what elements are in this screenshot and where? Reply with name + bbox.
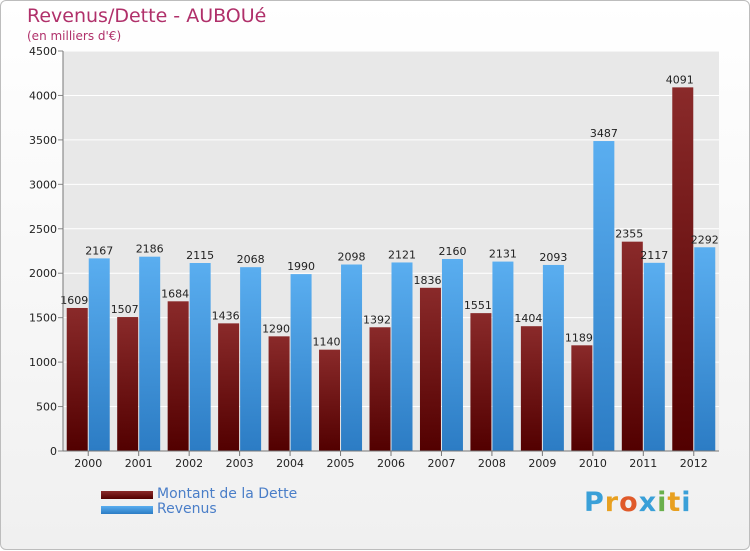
legend-swatch-revenus bbox=[101, 506, 153, 514]
data-label-debt: 1436 bbox=[212, 309, 240, 322]
bar-debt bbox=[419, 287, 441, 451]
chart-title: Revenus/Dette - AUBOUé bbox=[27, 5, 267, 27]
data-label-revenus: 2115 bbox=[186, 249, 214, 262]
data-label-revenus: 2068 bbox=[237, 253, 265, 266]
data-label-revenus: 2093 bbox=[539, 251, 567, 264]
x-tick-label: 2001 bbox=[125, 457, 153, 470]
bar-debt bbox=[520, 326, 542, 451]
bar-debt bbox=[117, 317, 139, 451]
logo-letter: i bbox=[681, 487, 692, 518]
bar-revenus bbox=[542, 264, 564, 451]
data-label-debt: 4091 bbox=[666, 73, 694, 86]
bar-revenus bbox=[391, 262, 413, 451]
bar-revenus bbox=[240, 267, 262, 451]
data-label-debt: 1609 bbox=[60, 294, 88, 307]
x-tick-label: 2005 bbox=[327, 457, 355, 470]
bar-revenus bbox=[88, 258, 110, 451]
logo-letter: t bbox=[667, 487, 682, 518]
logo-letter: o bbox=[619, 487, 639, 518]
y-tick-label: 1500 bbox=[29, 312, 57, 325]
bar-revenus bbox=[441, 259, 463, 451]
bar-debt bbox=[268, 336, 290, 451]
y-tick-label: 2000 bbox=[29, 267, 57, 280]
bar-debt bbox=[218, 323, 240, 451]
legend-label-debt: Montant de la Dette bbox=[157, 486, 298, 502]
data-label-revenus: 2121 bbox=[388, 248, 416, 261]
bar-debt bbox=[470, 313, 492, 451]
data-label-revenus: 2098 bbox=[338, 251, 366, 264]
axis-layer: 0 500 1000 1500 2000 2500 3000 3500 4000 4500 2000… bbox=[29, 45, 719, 470]
bar-revenus bbox=[694, 247, 716, 451]
data-label-debt: 1140 bbox=[313, 336, 341, 349]
data-label-revenus: 2131 bbox=[489, 248, 517, 261]
y-tick-label: 0 bbox=[50, 445, 57, 458]
data-label-debt: 1290 bbox=[262, 322, 290, 335]
data-label-debt: 1836 bbox=[413, 274, 441, 287]
bar-revenus bbox=[290, 274, 312, 451]
y-tick-label: 4000 bbox=[29, 89, 57, 102]
data-label-debt: 1507 bbox=[111, 303, 139, 316]
bar-revenus bbox=[492, 261, 514, 451]
x-tick-label: 2008 bbox=[478, 457, 506, 470]
x-tick-label: 2004 bbox=[276, 457, 304, 470]
x-tick-label: 2002 bbox=[175, 457, 203, 470]
bar-revenus bbox=[139, 256, 161, 451]
data-label-debt: 1392 bbox=[363, 313, 391, 326]
data-label-revenus: 1990 bbox=[287, 260, 315, 273]
legend-label-revenus: Revenus bbox=[157, 501, 217, 517]
logo-letter: i bbox=[657, 487, 668, 518]
y-tick-label: 4500 bbox=[29, 45, 57, 58]
data-label-revenus: 3487 bbox=[590, 127, 618, 140]
y-tick-label: 1000 bbox=[29, 356, 57, 369]
data-label-revenus: 2186 bbox=[136, 243, 164, 256]
data-label-debt: 1684 bbox=[161, 287, 189, 300]
legend-swatch-debt bbox=[101, 491, 153, 499]
bar-debt bbox=[571, 345, 593, 451]
logo-letter: x bbox=[638, 487, 658, 518]
data-label-debt: 2355 bbox=[615, 228, 643, 241]
bar-debt bbox=[369, 327, 391, 451]
bar-debt bbox=[167, 301, 189, 451]
x-tick-label: 2012 bbox=[680, 457, 708, 470]
y-tick-label: 3500 bbox=[29, 134, 57, 147]
x-tick-label: 2010 bbox=[579, 457, 607, 470]
bar-revenus bbox=[189, 263, 211, 451]
x-tick-label: 2006 bbox=[377, 457, 405, 470]
data-label-revenus: 2160 bbox=[438, 245, 466, 258]
data-label-debt: 1404 bbox=[514, 312, 542, 325]
bar-debt bbox=[621, 241, 643, 451]
data-label-debt: 1189 bbox=[565, 331, 593, 344]
bar-debt bbox=[672, 87, 694, 451]
y-tick-label: 2500 bbox=[29, 223, 57, 236]
bar-revenus bbox=[341, 264, 363, 451]
x-tick-label: 2011 bbox=[629, 457, 657, 470]
labels-layer: 1609 2167 1507 2186 1684 2115 1436 2068 1290 1990… bbox=[60, 73, 719, 348]
data-label-revenus: 2117 bbox=[640, 249, 668, 262]
bar-debt bbox=[66, 307, 88, 451]
bars-layer bbox=[66, 87, 716, 452]
y-tick-label: 500 bbox=[36, 401, 57, 414]
data-label-debt: 1551 bbox=[464, 299, 492, 312]
logo-letter: P bbox=[584, 487, 605, 518]
bar-revenus bbox=[643, 262, 665, 451]
data-label-revenus: 2292 bbox=[691, 233, 719, 246]
x-tick-label: 2000 bbox=[74, 457, 102, 470]
proxiti-logo: Proxiti bbox=[584, 487, 692, 518]
x-tick-label: 2007 bbox=[427, 457, 455, 470]
logo-letter: r bbox=[604, 487, 620, 518]
x-tick-label: 2009 bbox=[528, 457, 556, 470]
bar-debt bbox=[319, 349, 341, 451]
bar-revenus bbox=[593, 141, 615, 452]
chart-subtitle: (en milliers d'€) bbox=[27, 29, 122, 43]
y-tick-label: 3000 bbox=[29, 178, 57, 191]
data-label-revenus: 2167 bbox=[85, 244, 113, 257]
x-tick-label: 2003 bbox=[226, 457, 254, 470]
